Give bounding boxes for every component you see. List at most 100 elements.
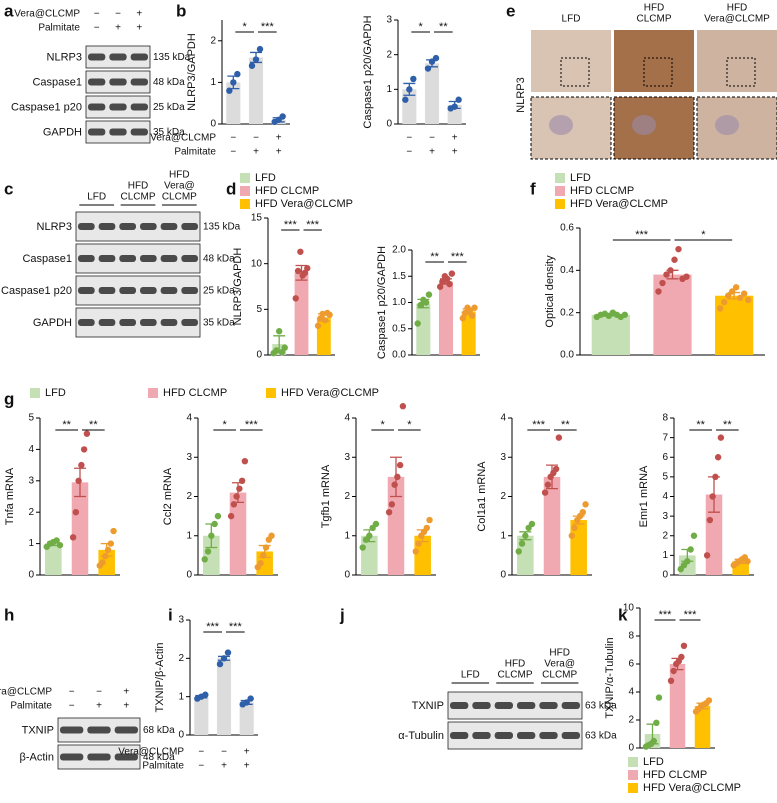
ihc-inset-box bbox=[726, 57, 756, 87]
y-tick-label: 10 bbox=[623, 603, 635, 614]
blot-band bbox=[160, 319, 178, 326]
panel-label: h bbox=[4, 605, 14, 624]
y-tick-label: 3 bbox=[186, 452, 192, 463]
significance-label: ** bbox=[430, 251, 439, 263]
lane-label: HFD bbox=[505, 659, 526, 670]
y-tick-label: 1 bbox=[186, 530, 192, 541]
data-point bbox=[568, 532, 575, 539]
data-point bbox=[690, 532, 698, 539]
y-tick-label: 0.0 bbox=[560, 350, 574, 361]
data-point bbox=[522, 532, 529, 539]
y-tick-label: 10 bbox=[251, 258, 263, 269]
data-point bbox=[406, 86, 413, 93]
lane-label: LFD bbox=[87, 192, 106, 203]
significance-label: ** bbox=[439, 21, 448, 33]
legend-label: HFD CLCMP bbox=[570, 185, 634, 197]
y-axis-label: NLRP3/GAPDH bbox=[186, 33, 198, 111]
band-marker: 63 kDa bbox=[585, 701, 617, 712]
blot-band bbox=[561, 702, 580, 709]
data-point bbox=[744, 296, 752, 304]
y-tick-label: 8 bbox=[662, 413, 668, 424]
blot-band bbox=[78, 319, 95, 326]
condition-sign: − bbox=[429, 133, 435, 144]
band-label: Caspase1 p20 bbox=[1, 285, 72, 297]
condition-sign: + bbox=[123, 701, 129, 712]
condition-sign: − bbox=[94, 23, 100, 34]
bar bbox=[543, 476, 561, 575]
image-column-label: HFD bbox=[727, 3, 748, 14]
y-axis-label: Emr1 mRNA bbox=[638, 465, 650, 527]
panel-label: c bbox=[4, 179, 13, 198]
data-point bbox=[425, 291, 433, 298]
legend-label: LFD bbox=[255, 172, 276, 184]
y-tick-label: 8 bbox=[628, 631, 634, 642]
condition-sign: + bbox=[253, 147, 259, 158]
legend-label: HFD Vera@CLCMP bbox=[255, 198, 353, 210]
data-point bbox=[391, 481, 398, 488]
legend-label: HFD Vera@CLCMP bbox=[643, 782, 741, 794]
panel-label: a bbox=[4, 1, 14, 20]
blot-band bbox=[130, 78, 148, 86]
bar bbox=[416, 303, 431, 355]
y-tick-label: 0 bbox=[28, 570, 34, 581]
data-point bbox=[236, 485, 243, 492]
data-point bbox=[555, 434, 563, 441]
condition-sign: − bbox=[406, 133, 412, 144]
blot-band bbox=[494, 702, 513, 709]
data-point bbox=[671, 256, 678, 263]
data-point bbox=[446, 280, 453, 288]
blot-band bbox=[472, 702, 491, 709]
y-tick-label: 4 bbox=[628, 687, 634, 698]
data-point bbox=[366, 532, 373, 539]
y-tick-label: 3 bbox=[500, 452, 506, 463]
lane-label: Vera@ bbox=[544, 659, 575, 670]
blot-band bbox=[517, 702, 536, 709]
significance-label: *** bbox=[659, 609, 673, 621]
data-point bbox=[740, 290, 748, 297]
y-tick-label: 1.5 bbox=[392, 271, 406, 282]
y-tick-label: 1 bbox=[210, 77, 216, 88]
legend-swatch bbox=[30, 388, 40, 398]
data-point bbox=[650, 737, 657, 745]
blot-band bbox=[130, 128, 148, 136]
data-point bbox=[528, 520, 536, 528]
ihc-image bbox=[531, 30, 611, 92]
band-label: Caspase1 bbox=[22, 253, 72, 265]
panel-label: b bbox=[176, 1, 186, 20]
band-label: Caspase1 p20 bbox=[11, 101, 82, 113]
panel-label: f bbox=[530, 179, 536, 198]
data-point bbox=[402, 96, 409, 103]
y-tick-label: 0.2 bbox=[560, 307, 574, 318]
condition-label: Vera@CLCMP bbox=[14, 9, 80, 20]
legend-swatch bbox=[240, 199, 250, 209]
condition-sign: − bbox=[230, 133, 236, 144]
significance-label: * bbox=[243, 21, 248, 33]
legend-label: HFD CLCMP bbox=[163, 387, 227, 399]
y-tick-label: 7 bbox=[662, 432, 668, 443]
bar bbox=[591, 314, 630, 355]
condition-sign: − bbox=[198, 747, 204, 758]
blot-band bbox=[140, 319, 157, 326]
lane-label: HFD bbox=[128, 181, 149, 192]
data-point bbox=[712, 473, 719, 481]
y-tick-label: 1 bbox=[178, 691, 184, 702]
data-point bbox=[201, 556, 208, 563]
condition-sign: + bbox=[244, 761, 250, 772]
data-point bbox=[99, 559, 106, 566]
y-tick-label: 2 bbox=[210, 35, 216, 46]
significance-label: *** bbox=[206, 621, 220, 633]
legend-label: LFD bbox=[45, 387, 66, 399]
significance-label: ** bbox=[696, 419, 705, 431]
condition-sign: − bbox=[221, 747, 227, 758]
y-tick-label: 1 bbox=[500, 530, 506, 541]
blot-band bbox=[119, 319, 136, 326]
cell bbox=[715, 115, 739, 135]
blot-band bbox=[494, 732, 513, 739]
data-point bbox=[415, 540, 422, 547]
lane-label: LFD bbox=[461, 670, 480, 681]
condition-sign: + bbox=[429, 147, 435, 158]
y-tick-label: 4 bbox=[500, 413, 506, 424]
cell bbox=[549, 115, 573, 135]
data-point bbox=[216, 660, 224, 668]
blot-band bbox=[119, 287, 136, 294]
